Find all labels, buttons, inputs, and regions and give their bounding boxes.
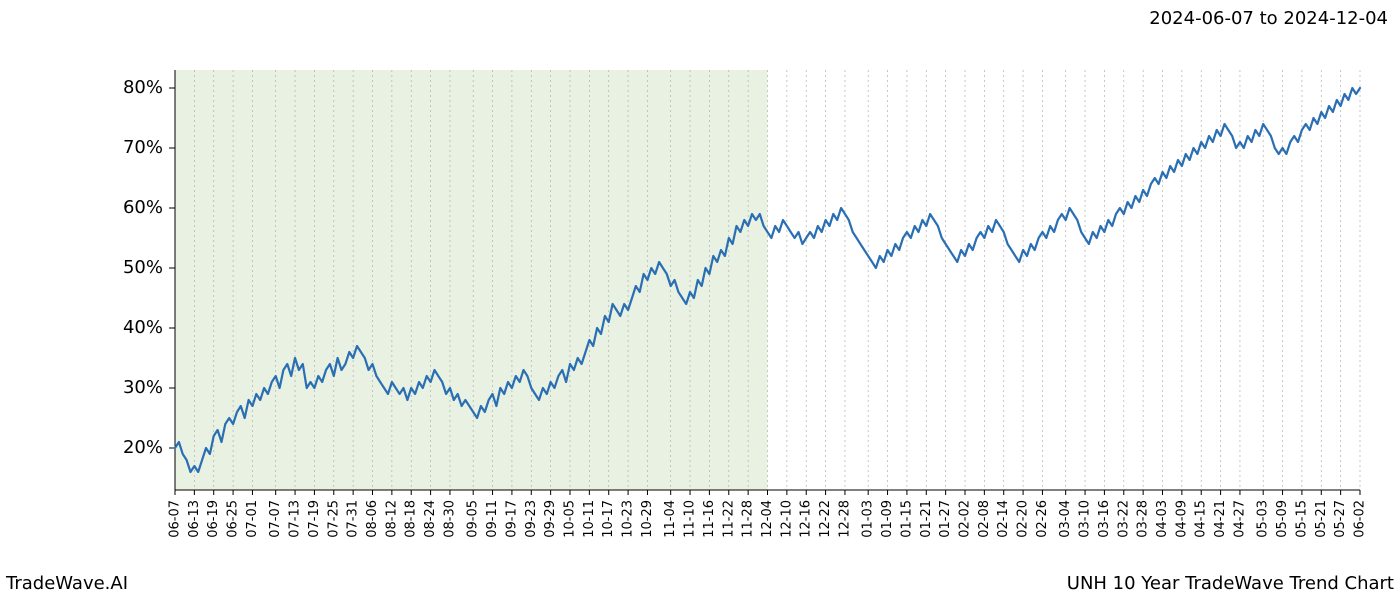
svg-text:11-28: 11-28	[741, 500, 756, 538]
svg-text:09-17: 09-17	[504, 500, 519, 538]
footer-brand: TradeWave.AI	[6, 573, 128, 594]
svg-text:10-23: 10-23	[621, 500, 636, 538]
svg-text:12-28: 12-28	[837, 500, 852, 538]
svg-text:08-24: 08-24	[423, 500, 438, 538]
svg-text:06-13: 06-13	[187, 500, 202, 538]
svg-text:02-20: 02-20	[1016, 500, 1031, 538]
svg-text:11-10: 11-10	[683, 500, 698, 538]
svg-text:07-13: 07-13	[288, 500, 303, 538]
svg-text:04-03: 04-03	[1155, 500, 1170, 538]
svg-text:04-15: 04-15	[1194, 500, 1209, 538]
svg-text:60%: 60%	[123, 197, 163, 218]
trend-chart: 20% 30% 40% 50% 60% 70% 80% 06-07 06-13 06-19 06-2…	[0, 40, 1400, 560]
svg-text:01-27: 01-27	[938, 500, 953, 538]
date-range-label: 2024-06-07 to 2024-12-04	[1149, 8, 1388, 29]
svg-text:04-21: 04-21	[1213, 500, 1228, 538]
svg-text:70%: 70%	[123, 137, 163, 158]
svg-text:09-11: 09-11	[485, 500, 500, 538]
svg-text:03-04: 03-04	[1058, 500, 1073, 538]
svg-text:20%: 20%	[123, 437, 163, 458]
svg-text:11-22: 11-22	[721, 500, 736, 538]
svg-text:02-08: 02-08	[977, 500, 992, 538]
svg-text:12-04: 12-04	[760, 500, 775, 538]
svg-text:07-31: 07-31	[346, 500, 361, 538]
svg-text:02-14: 02-14	[996, 500, 1011, 538]
svg-text:01-03: 01-03	[861, 500, 876, 538]
svg-text:09-23: 09-23	[524, 500, 539, 538]
svg-text:08-18: 08-18	[404, 500, 419, 538]
svg-text:40%: 40%	[123, 317, 163, 338]
svg-text:05-15: 05-15	[1294, 500, 1309, 538]
chart-title: UNH 10 Year TradeWave Trend Chart	[1067, 573, 1394, 594]
svg-text:06-07: 06-07	[168, 500, 183, 538]
svg-text:07-19: 07-19	[307, 500, 322, 538]
svg-text:02-26: 02-26	[1035, 500, 1050, 538]
svg-text:10-17: 10-17	[601, 500, 616, 538]
svg-text:01-09: 01-09	[880, 500, 895, 538]
svg-text:80%: 80%	[123, 77, 163, 98]
svg-text:07-07: 07-07	[268, 500, 283, 538]
svg-text:08-30: 08-30	[442, 500, 457, 538]
svg-text:50%: 50%	[123, 257, 163, 278]
svg-text:06-25: 06-25	[226, 500, 241, 538]
svg-text:05-21: 05-21	[1314, 500, 1329, 538]
svg-text:10-11: 10-11	[582, 500, 597, 538]
svg-text:05-03: 05-03	[1256, 500, 1271, 538]
svg-text:02-02: 02-02	[958, 500, 973, 538]
svg-text:09-29: 09-29	[543, 500, 558, 538]
svg-text:03-22: 03-22	[1116, 500, 1131, 538]
svg-text:06-02: 06-02	[1353, 500, 1368, 538]
svg-text:30%: 30%	[123, 377, 163, 398]
svg-text:10-29: 10-29	[640, 500, 655, 538]
svg-text:11-04: 11-04	[663, 500, 678, 538]
svg-text:04-09: 04-09	[1174, 500, 1189, 538]
svg-text:01-21: 01-21	[919, 500, 934, 538]
svg-text:04-27: 04-27	[1232, 500, 1247, 538]
svg-text:12-16: 12-16	[799, 500, 814, 538]
svg-text:10-05: 10-05	[563, 500, 578, 538]
svg-text:07-25: 07-25	[326, 500, 341, 538]
svg-text:08-12: 08-12	[384, 500, 399, 538]
svg-text:12-10: 12-10	[779, 500, 794, 538]
svg-text:03-10: 03-10	[1078, 500, 1093, 538]
svg-text:01-15: 01-15	[899, 500, 914, 538]
svg-text:05-27: 05-27	[1333, 500, 1348, 538]
svg-text:03-28: 03-28	[1136, 500, 1151, 538]
svg-text:12-22: 12-22	[818, 500, 833, 538]
svg-text:11-16: 11-16	[702, 500, 717, 538]
svg-text:09-05: 09-05	[466, 500, 481, 538]
svg-text:03-16: 03-16	[1097, 500, 1112, 538]
svg-text:06-19: 06-19	[206, 500, 221, 538]
svg-text:08-06: 08-06	[365, 500, 380, 538]
svg-text:07-01: 07-01	[245, 500, 260, 538]
svg-text:05-09: 05-09	[1275, 500, 1290, 538]
